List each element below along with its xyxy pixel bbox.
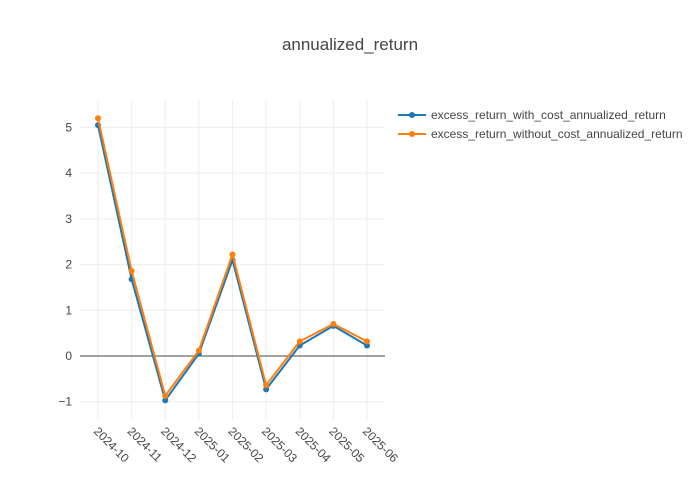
series-layer (95, 115, 370, 404)
y-tick-label: −1 (58, 395, 72, 409)
y-tick-label: 1 (65, 303, 72, 317)
data-point[interactable] (162, 392, 169, 399)
x-tick-label: 2025-02 (225, 424, 266, 465)
data-point[interactable] (296, 338, 303, 345)
legend-label: excess_return_with_cost_annualized_retur… (431, 108, 666, 122)
data-point[interactable] (263, 386, 270, 393)
x-axis-ticks: 2024-102024-112024-122025-012025-022025-… (91, 424, 401, 465)
x-tick-label: 2025-06 (360, 424, 401, 465)
x-tick-label: 2025-05 (326, 424, 367, 465)
x-tick-label: 2025-04 (293, 424, 334, 465)
legend-swatch-marker (409, 131, 415, 137)
legend-item-2[interactable]: excess_return_without_cost_annualized_re… (398, 127, 683, 141)
data-point[interactable] (263, 382, 270, 389)
data-point[interactable] (95, 115, 101, 122)
data-point[interactable] (162, 397, 169, 404)
grid (80, 100, 385, 420)
legend[interactable]: excess_return_with_cost_annualized_retur… (398, 108, 683, 141)
y-tick-label: 4 (65, 166, 72, 180)
legend-swatch-marker (409, 112, 415, 118)
data-point[interactable] (128, 267, 135, 274)
y-tick-label: 3 (65, 212, 72, 226)
x-tick-label: 2024-10 (91, 424, 132, 465)
data-point[interactable] (195, 347, 202, 354)
data-point[interactable] (364, 342, 370, 349)
y-tick-label: 0 (65, 349, 72, 363)
y-tick-label: 5 (65, 120, 72, 134)
x-tick-label: 2025-01 (192, 424, 233, 465)
x-tick-label: 2024-12 (158, 424, 199, 465)
data-point[interactable] (229, 251, 236, 258)
x-tick-label: 2024-11 (125, 424, 166, 465)
y-axis-ticks: −1 0 1 2 3 4 5 (58, 120, 72, 408)
chart-title: annualized_return (282, 35, 418, 54)
data-point[interactable] (364, 338, 370, 345)
x-tick-label: 2025-03 (259, 424, 300, 465)
legend-item-1[interactable]: excess_return_with_cost_annualized_retur… (398, 108, 666, 122)
y-tick-label: 2 (65, 258, 72, 272)
legend-label: excess_return_without_cost_annualized_re… (431, 127, 683, 141)
data-point[interactable] (330, 321, 337, 327)
series-2 (95, 115, 370, 399)
